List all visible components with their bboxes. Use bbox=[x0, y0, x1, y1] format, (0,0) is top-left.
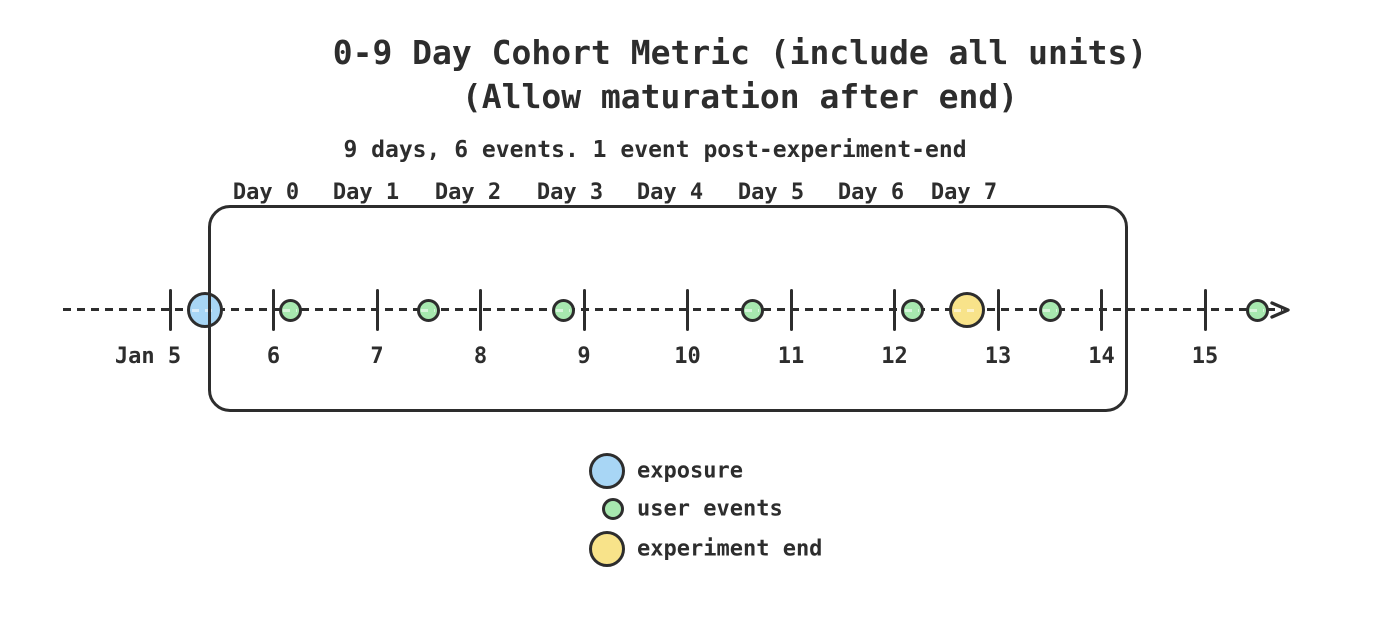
diagram-subtitle: 9 days, 6 events. 1 event post-experimen… bbox=[343, 137, 967, 163]
legend-exposure-swatch bbox=[589, 453, 625, 489]
user-event-marker-7-post-end bbox=[1245, 298, 1269, 322]
user-event-marker-5 bbox=[900, 298, 924, 322]
user-event-marker-6 bbox=[1038, 298, 1062, 322]
user-event-marker-2 bbox=[416, 298, 440, 322]
tick-jan-13 bbox=[996, 289, 1000, 331]
arrowhead-icon bbox=[1270, 301, 1290, 319]
tick-jan-7 bbox=[375, 289, 379, 331]
user-event-marker-4 bbox=[740, 298, 764, 322]
date-label-12: 12 bbox=[881, 344, 908, 369]
cohort-window-box bbox=[208, 205, 1128, 412]
tick-jan-15 bbox=[1203, 289, 1207, 331]
legend-experiment-end-label: experiment end bbox=[637, 536, 823, 562]
date-label-6: 6 bbox=[266, 344, 281, 369]
day-label-1: Day 1 bbox=[332, 180, 400, 205]
date-label-8: 8 bbox=[473, 344, 488, 369]
date-label-10: 10 bbox=[674, 344, 701, 369]
legend-user-events-label: user events bbox=[637, 496, 783, 522]
tick-jan-9 bbox=[582, 289, 586, 331]
date-label-13: 13 bbox=[984, 344, 1012, 369]
tick-jan-14 bbox=[1100, 289, 1103, 331]
experiment-end-marker bbox=[949, 292, 985, 328]
tick-jan-8 bbox=[479, 289, 482, 331]
timeline-axis bbox=[63, 308, 1282, 311]
day-label-4: Day 4 bbox=[636, 180, 704, 205]
day-label-0: Day 0 bbox=[232, 180, 300, 205]
tick-jan-5 bbox=[168, 289, 172, 331]
tick-jan-12 bbox=[893, 289, 896, 331]
day-label-5: Day 5 bbox=[737, 180, 805, 205]
date-label-9: 9 bbox=[577, 344, 591, 369]
day-label-7: Day 7 bbox=[930, 180, 998, 205]
date-label-15: 15 bbox=[1191, 344, 1219, 369]
date-label-14: 14 bbox=[1088, 344, 1115, 369]
diagram-title-line2: (Allow maturation after end) bbox=[461, 77, 1019, 116]
legend-experiment-end-swatch bbox=[589, 531, 625, 567]
day-label-6: Day 6 bbox=[837, 180, 905, 205]
user-event-marker-1 bbox=[278, 298, 302, 322]
date-label-jan5: Jan 5 bbox=[114, 344, 182, 369]
tick-jan-6 bbox=[272, 289, 275, 331]
legend-user-events-swatch bbox=[602, 498, 624, 520]
date-label-7: 7 bbox=[370, 344, 384, 369]
legend-exposure-label: exposure bbox=[637, 458, 743, 484]
tick-jan-10 bbox=[686, 289, 689, 331]
diagram-title-line1: 0-9 Day Cohort Metric (include all units… bbox=[332, 33, 1148, 72]
tick-jan-11 bbox=[789, 289, 793, 331]
user-event-marker-3 bbox=[551, 298, 575, 322]
day-label-3: Day 3 bbox=[536, 180, 604, 205]
exposure-marker bbox=[187, 292, 223, 328]
date-label-11: 11 bbox=[777, 344, 805, 369]
day-label-2: Day 2 bbox=[434, 180, 502, 205]
